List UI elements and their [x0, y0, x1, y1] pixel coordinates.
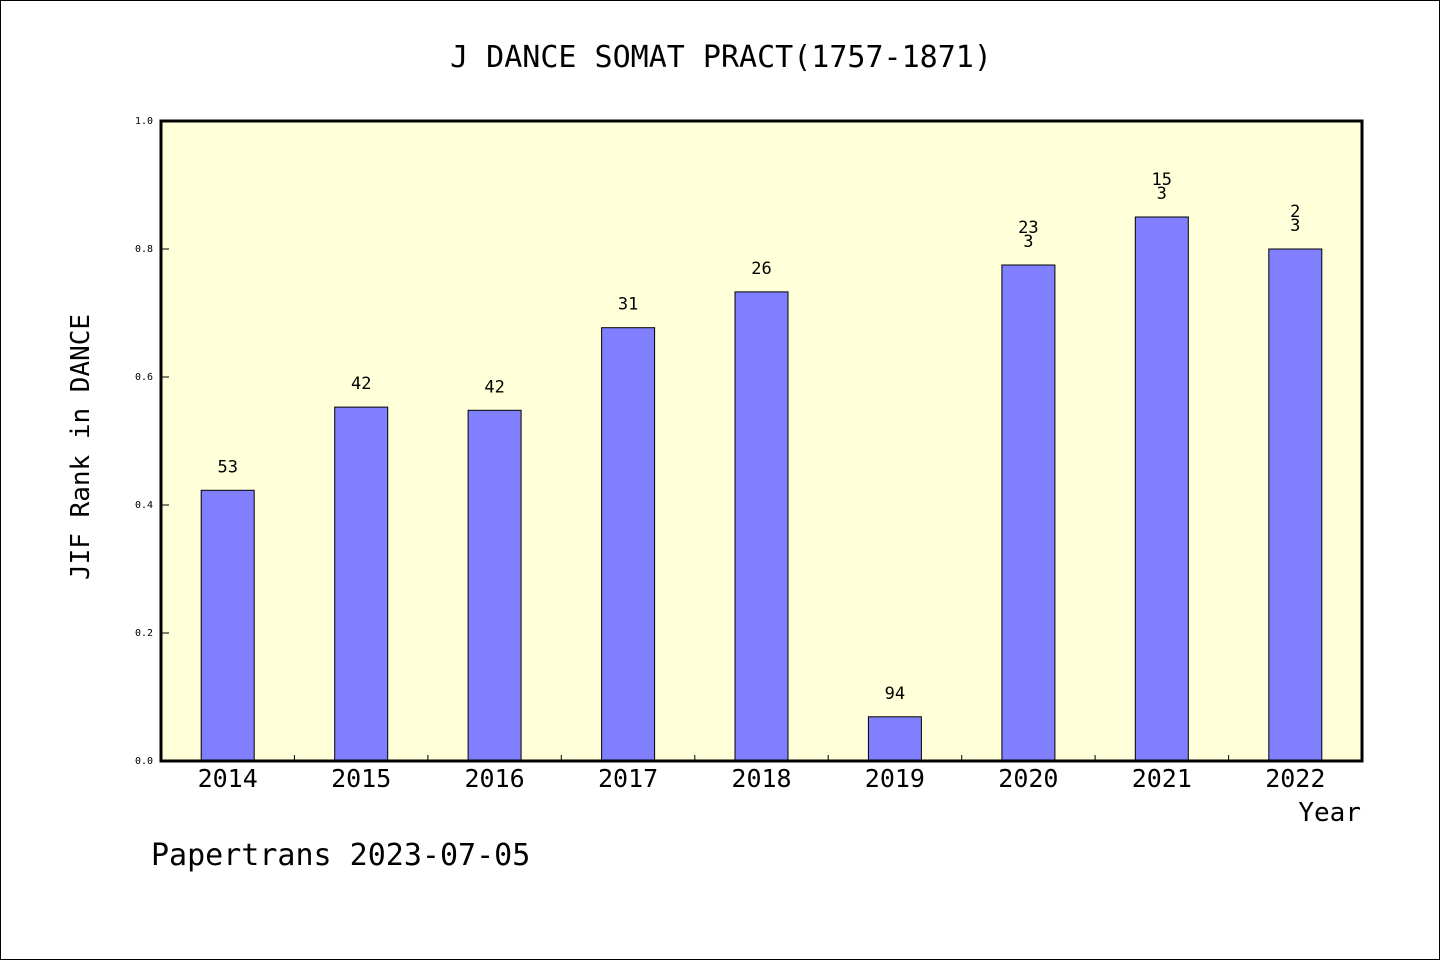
- bars-group: [200, 216, 1323, 762]
- footer-text: Papertrans 2023-07-05: [151, 838, 530, 873]
- data-label-2022-line2: 3: [1290, 216, 1300, 236]
- bar-2017: [601, 327, 656, 762]
- y-tick-label-0.2: 0.2: [135, 628, 153, 639]
- y-tick-label-1.0: 1.0: [135, 116, 153, 127]
- x-axis-label: Year: [1298, 798, 1361, 828]
- bar-2015: [334, 406, 389, 762]
- bar-2022: [1268, 248, 1323, 762]
- x-tick-label-2016: 2016: [464, 764, 524, 793]
- x-tick-label-2014: 2014: [198, 764, 258, 793]
- plot-border: [159, 119, 1364, 763]
- bar-2019: [867, 716, 922, 762]
- data-label-2017: 31: [618, 295, 638, 315]
- chart-title: J DANCE SOMAT PRACT(1757-1871): [450, 40, 992, 75]
- data-label-2016: 42: [484, 377, 504, 397]
- data-label-2015: 42: [351, 374, 371, 394]
- data-label-2020-line2: 3: [1023, 232, 1033, 252]
- x-tick-label-2021: 2021: [1132, 764, 1192, 793]
- x-tick-label-2015: 2015: [331, 764, 391, 793]
- bar-2021: [1134, 216, 1189, 762]
- data-label-2019: 94: [885, 684, 905, 704]
- y-tick-label-0.0: 0.0: [135, 756, 153, 767]
- data-label-2021-line2: 3: [1157, 184, 1167, 204]
- bar-2020: [1001, 264, 1056, 762]
- data-label-2014: 53: [217, 457, 237, 477]
- bar-2016: [467, 409, 522, 762]
- x-tick-label-2020: 2020: [998, 764, 1058, 793]
- bar-2014: [200, 489, 255, 762]
- x-tick-label-2018: 2018: [731, 764, 791, 793]
- y-tick-label-0.4: 0.4: [135, 500, 153, 511]
- bar-2018: [734, 291, 789, 762]
- data-label-2022-line1: 2: [1290, 202, 1300, 222]
- x-tick-label-2017: 2017: [598, 764, 658, 793]
- data-label-2018: 26: [751, 259, 771, 279]
- x-tick-label-2022: 2022: [1265, 764, 1325, 793]
- data-label-2021-line1: 15: [1152, 170, 1172, 190]
- y-tick-label-0.6: 0.6: [135, 372, 153, 383]
- y-axis-label: JIF Rank in DANCE: [66, 314, 96, 580]
- y-tick-label-0.8: 0.8: [135, 244, 153, 255]
- x-axis: 2014 2015 2016 2017 2018 2019 2020 2021 2022: [198, 755, 1325, 793]
- data-label-2020-line1: 23: [1018, 218, 1038, 238]
- x-tick-label-2019: 2019: [865, 764, 925, 793]
